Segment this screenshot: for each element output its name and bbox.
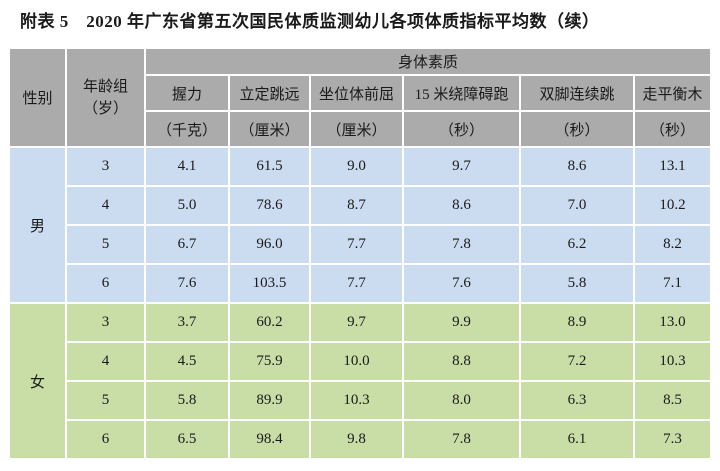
value-cell: 8.6	[521, 148, 633, 185]
header-cell-balance-beam: 走平衡木	[635, 76, 711, 110]
age-cell: 5	[67, 226, 144, 263]
value-cell: 4.1	[146, 148, 228, 185]
value-cell: 5.8	[521, 265, 633, 302]
header-row-measures: 握力 立定跳远 坐位体前屈 15 米绕障碍跑 双脚连续跳 走平衡木	[10, 76, 711, 110]
value-cell: 9.7	[404, 148, 519, 185]
value-cell: 9.9	[404, 304, 519, 341]
value-cell: 8.0	[404, 382, 519, 419]
age-cell: 5	[67, 382, 144, 419]
value-cell: 78.6	[230, 187, 309, 224]
value-cell: 98.4	[230, 421, 309, 458]
age-group-label: 年龄组	[82, 78, 128, 95]
value-cell: 9.7	[311, 304, 402, 341]
unit-cell-balance-beam: （秒）	[635, 112, 711, 146]
value-cell: 7.7	[311, 226, 402, 263]
value-cell: 4.5	[146, 343, 228, 380]
value-cell: 13.0	[635, 304, 711, 341]
value-cell: 7.3	[635, 421, 711, 458]
header-row-group: 性别 年龄组 （岁） 身体素质	[10, 49, 711, 146]
table-row-male-age3: 男 3 4.1 61.5 9.0 9.7 8.6 13.1	[10, 148, 711, 302]
value-cell: 103.5	[230, 265, 309, 302]
age-cell: 3	[67, 148, 144, 185]
value-cell: 8.2	[635, 226, 711, 263]
unit-cell-obstacle-run: （秒）	[404, 112, 519, 146]
value-cell: 75.9	[230, 343, 309, 380]
table-row-male-age4: 4 5.0 78.6 8.7 8.6 7.0 10.2	[10, 187, 711, 224]
age-cell: 3	[67, 304, 144, 341]
value-cell: 7.6	[404, 265, 519, 302]
value-cell: 9.0	[311, 148, 402, 185]
value-cell: 9.8	[311, 421, 402, 458]
value-cell: 8.8	[404, 343, 519, 380]
value-cell: 5.8	[146, 382, 228, 419]
value-cell: 7.1	[635, 265, 711, 302]
table-row-male-age5: 5 6.7 96.0 7.7 7.8 6.2 8.2	[10, 226, 711, 263]
header-cell-gender: 性别	[10, 49, 65, 146]
value-cell: 89.9	[230, 382, 309, 419]
gender-cell-male: 男	[10, 148, 65, 302]
value-cell: 96.0	[230, 226, 309, 263]
unit-cell-grip-strength: （千克）	[146, 112, 228, 146]
value-cell: 10.3	[635, 343, 711, 380]
value-cell: 13.1	[635, 148, 711, 185]
value-cell: 7.2	[521, 343, 633, 380]
age-cell: 4	[67, 343, 144, 380]
value-cell: 7.7	[311, 265, 402, 302]
value-cell: 10.2	[635, 187, 711, 224]
table-row-female-age3: 女 3 3.7 60.2 9.7 9.9 8.9 13.0	[10, 304, 711, 458]
table-row-male-age6: 6 7.6 103.5 7.7 7.6 5.8 7.1	[10, 265, 711, 302]
value-cell: 6.3	[521, 382, 633, 419]
value-cell: 10.3	[311, 382, 402, 419]
value-cell: 6.5	[146, 421, 228, 458]
value-cell: 6.7	[146, 226, 228, 263]
value-cell: 3.7	[146, 304, 228, 341]
value-cell: 10.0	[311, 343, 402, 380]
age-group-unit-label: （岁）	[82, 100, 128, 117]
unit-cell-long-jump: （厘米）	[230, 112, 309, 146]
unit-cell-continuous-jump: （秒）	[521, 112, 633, 146]
unit-cell-sit-and-reach: （厘米）	[311, 112, 402, 146]
header-cell-long-jump: 立定跳远	[230, 76, 309, 110]
age-cell: 6	[67, 265, 144, 302]
fitness-table: 性别 年龄组 （岁） 身体素质 握力 立定跳远 坐位体前屈 15 米绕障碍跑 双…	[8, 47, 712, 460]
value-cell: 5.0	[146, 187, 228, 224]
header-cell-sit-and-reach: 坐位体前屈	[311, 76, 402, 110]
header-cell-continuous-jump: 双脚连续跳	[521, 76, 633, 110]
table-row-female-age6: 6 6.5 98.4 9.8 7.8 6.1 7.3	[10, 421, 711, 458]
value-cell: 7.8	[404, 226, 519, 263]
table-row-female-age4: 4 4.5 75.9 10.0 8.8 7.2 10.3	[10, 343, 711, 380]
header-cell-grip-strength: 握力	[146, 76, 228, 110]
page-title: 附表 5 2020 年广东省第五次国民体质监测幼儿各项体质指标平均数（续）	[20, 12, 600, 31]
value-cell: 7.6	[146, 265, 228, 302]
header-cell-obstacle-run: 15 米绕障碍跑	[404, 76, 519, 110]
header-cell-age-group: 年龄组 （岁）	[67, 49, 144, 146]
age-cell: 4	[67, 187, 144, 224]
table-row-female-age5: 5 5.8 89.9 10.3 8.0 6.3 8.5	[10, 382, 711, 419]
gender-cell-female: 女	[10, 304, 65, 458]
value-cell: 8.9	[521, 304, 633, 341]
value-cell: 6.1	[521, 421, 633, 458]
value-cell: 8.5	[635, 382, 711, 419]
header-row-units: （千克） （厘米） （厘米） （秒） （秒） （秒）	[10, 112, 711, 146]
value-cell: 8.7	[311, 187, 402, 224]
value-cell: 60.2	[230, 304, 309, 341]
value-cell: 8.6	[404, 187, 519, 224]
value-cell: 61.5	[230, 148, 309, 185]
value-cell: 6.2	[521, 226, 633, 263]
value-cell: 7.8	[404, 421, 519, 458]
age-cell: 6	[67, 421, 144, 458]
value-cell: 7.0	[521, 187, 633, 224]
header-cell-physical-fitness: 身体素质	[146, 49, 711, 74]
